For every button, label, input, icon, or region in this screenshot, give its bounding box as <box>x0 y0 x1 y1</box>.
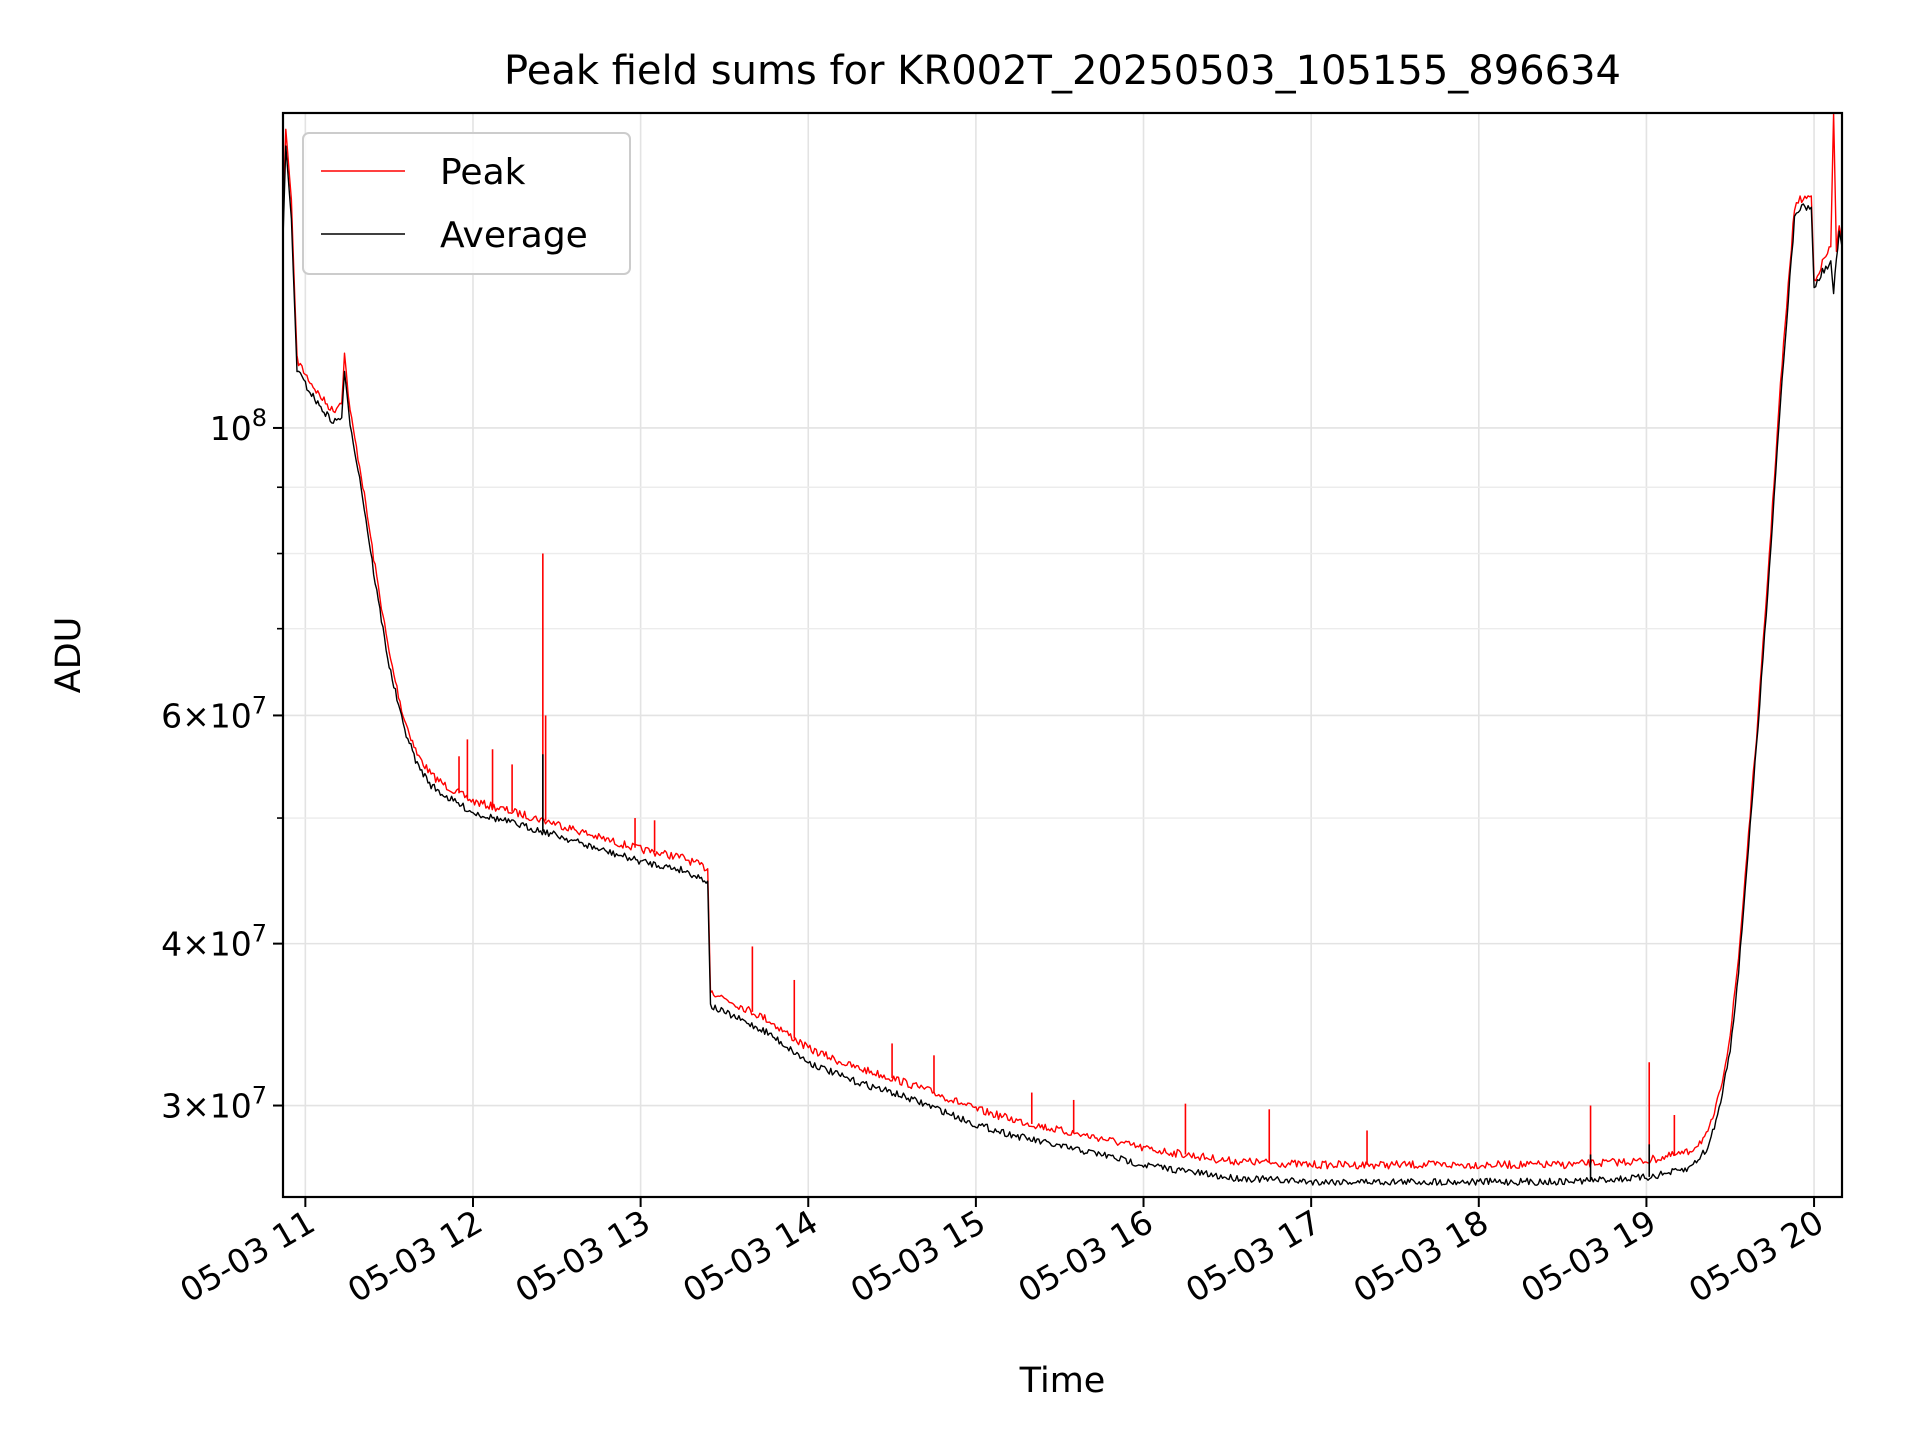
series-line-average <box>282 145 1843 1186</box>
y-tick-label: 108 <box>210 404 267 448</box>
legend-box <box>302 132 631 275</box>
y-tick-label: 4×107 <box>161 920 267 964</box>
legend: Peak Average <box>302 132 631 275</box>
legend-label-peak: Peak <box>440 152 526 193</box>
y-tick-label: 3×107 <box>161 1082 267 1126</box>
x-axis-label: Time <box>1019 1361 1106 1401</box>
grid-layer <box>283 113 1842 1197</box>
chart-title: Peak field sums for KR002T_20250503_1051… <box>504 48 1621 94</box>
plot-frame <box>281 111 1844 1199</box>
y-tick-label: 6×107 <box>161 691 267 735</box>
series-line-peak <box>282 112 1843 1170</box>
legend-label-average: Average <box>440 215 588 256</box>
series-layer <box>282 112 1843 1186</box>
y-axis-label: ADU <box>49 617 89 694</box>
